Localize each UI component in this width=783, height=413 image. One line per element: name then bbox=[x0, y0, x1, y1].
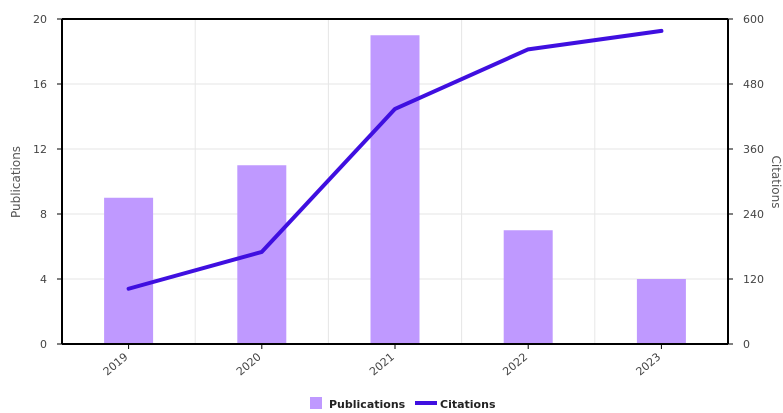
axes bbox=[57, 18, 733, 349]
point-citations-2022 bbox=[527, 48, 529, 50]
point-citations-2023 bbox=[660, 30, 662, 32]
y-axis-label-right: Citations bbox=[769, 155, 783, 208]
y-axis-label-left: Publications bbox=[9, 146, 23, 218]
bar-publications-2023 bbox=[636, 279, 686, 344]
legend-label-citations: Citations bbox=[440, 398, 496, 409]
point-citations-2020 bbox=[261, 251, 263, 253]
legend-label-publications: Publications bbox=[329, 398, 406, 409]
y-tick-label-left: 16 bbox=[33, 78, 47, 91]
y-tick-label-right: 240 bbox=[743, 208, 764, 221]
point-citations-2019 bbox=[128, 288, 130, 290]
bar-publications-2022 bbox=[503, 230, 553, 344]
y-tick-label-left: 0 bbox=[40, 338, 47, 351]
x-tick-label: 2023 bbox=[634, 350, 664, 378]
bar-publications-2021 bbox=[370, 35, 420, 344]
x-tick-label: 2020 bbox=[234, 350, 264, 378]
bar-publications-2019 bbox=[104, 197, 154, 344]
x-tick-label: 2022 bbox=[500, 350, 530, 378]
legend: Publications Citations bbox=[310, 397, 496, 411]
y-tick-label-left: 4 bbox=[40, 273, 47, 286]
y-tick-label-right: 0 bbox=[743, 338, 750, 351]
y-tick-label-right: 480 bbox=[743, 78, 764, 91]
y-tick-label-left: 8 bbox=[40, 208, 47, 221]
line-series bbox=[126, 28, 664, 291]
y-tick-label-left: 20 bbox=[33, 13, 47, 26]
x-tick-label: 2021 bbox=[367, 350, 397, 378]
y-tick-label-right: 360 bbox=[743, 143, 764, 156]
bars bbox=[104, 35, 686, 344]
point-citations-2021 bbox=[394, 108, 396, 110]
y-tick-label-right: 600 bbox=[743, 13, 764, 26]
x-tick-label: 2019 bbox=[101, 350, 131, 378]
y-tick-label-right: 120 bbox=[743, 273, 764, 286]
y-tick-label-left: 12 bbox=[33, 143, 47, 156]
legend-swatch-publications bbox=[310, 397, 322, 409]
